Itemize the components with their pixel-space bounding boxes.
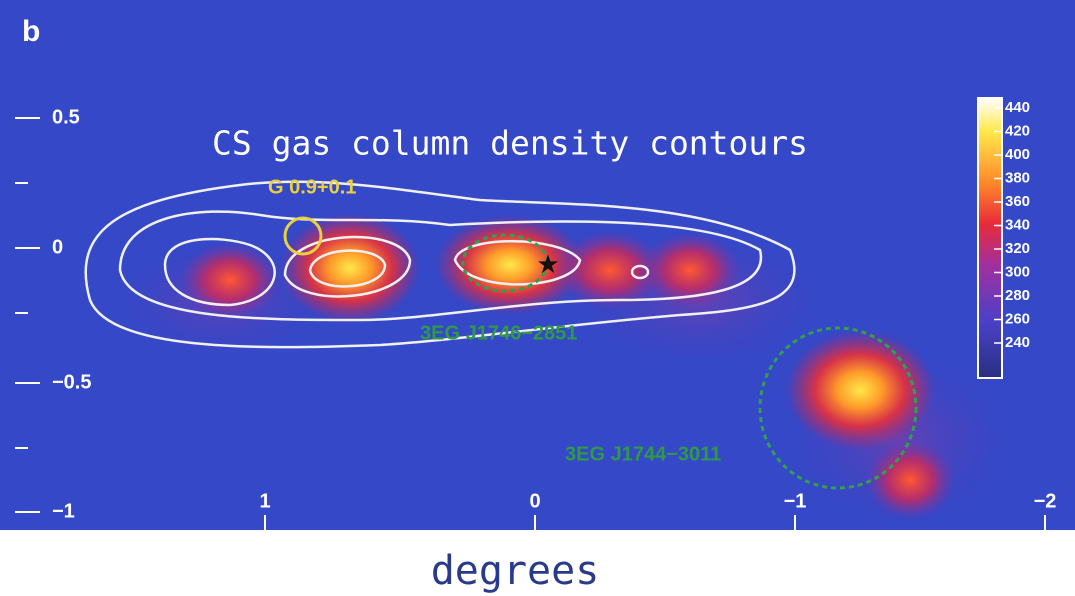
colorbar-label: 300	[1005, 263, 1030, 280]
colorbar-label: 280	[1005, 287, 1030, 304]
colorbar-label: 320	[1005, 240, 1030, 257]
colorbar-label: 420	[1005, 122, 1030, 139]
colorbar-label: 440	[1005, 99, 1030, 116]
colorbar-label: 360	[1005, 193, 1030, 210]
axis-ticks: 1 0 −1 −2 0.5 0 −0.5 −1 440 420 400 380 360 340 320 300…	[15, 99, 1056, 530]
y-tick-label: −1	[52, 500, 75, 522]
colorbar	[977, 97, 1003, 379]
colorbar-label: 340	[1005, 216, 1030, 233]
colorbar-label: 240	[1005, 334, 1030, 351]
panel-label: b	[22, 15, 40, 48]
x-tick-label: 0	[529, 490, 540, 512]
source-circle	[283, 216, 323, 256]
colorbar-label: 380	[1005, 169, 1030, 186]
x-tick-label: 1	[259, 490, 270, 512]
source-label: 3EG J1746−2851	[420, 322, 577, 344]
emission	[110, 213, 1020, 530]
source-label: 3EG J1744−3011	[565, 443, 721, 465]
contours	[84, 180, 796, 349]
x-tick-label: −2	[1034, 490, 1057, 512]
contours-annotation: CS gas column density contours	[212, 124, 808, 163]
source-label: G 0.9+0.1	[268, 176, 356, 198]
source-ellipse	[461, 233, 549, 293]
colorbar-label: 400	[1005, 146, 1030, 163]
star-marker: ★	[536, 249, 559, 279]
source-ellipse	[758, 326, 918, 490]
y-tick-label: −0.5	[52, 371, 91, 393]
x-tick-label: −1	[784, 490, 807, 512]
x-axis-label: degrees	[431, 548, 600, 594]
colorbar-label: 260	[1005, 310, 1030, 327]
y-tick-label: 0	[52, 236, 63, 258]
y-tick-label: 0.5	[52, 106, 80, 128]
